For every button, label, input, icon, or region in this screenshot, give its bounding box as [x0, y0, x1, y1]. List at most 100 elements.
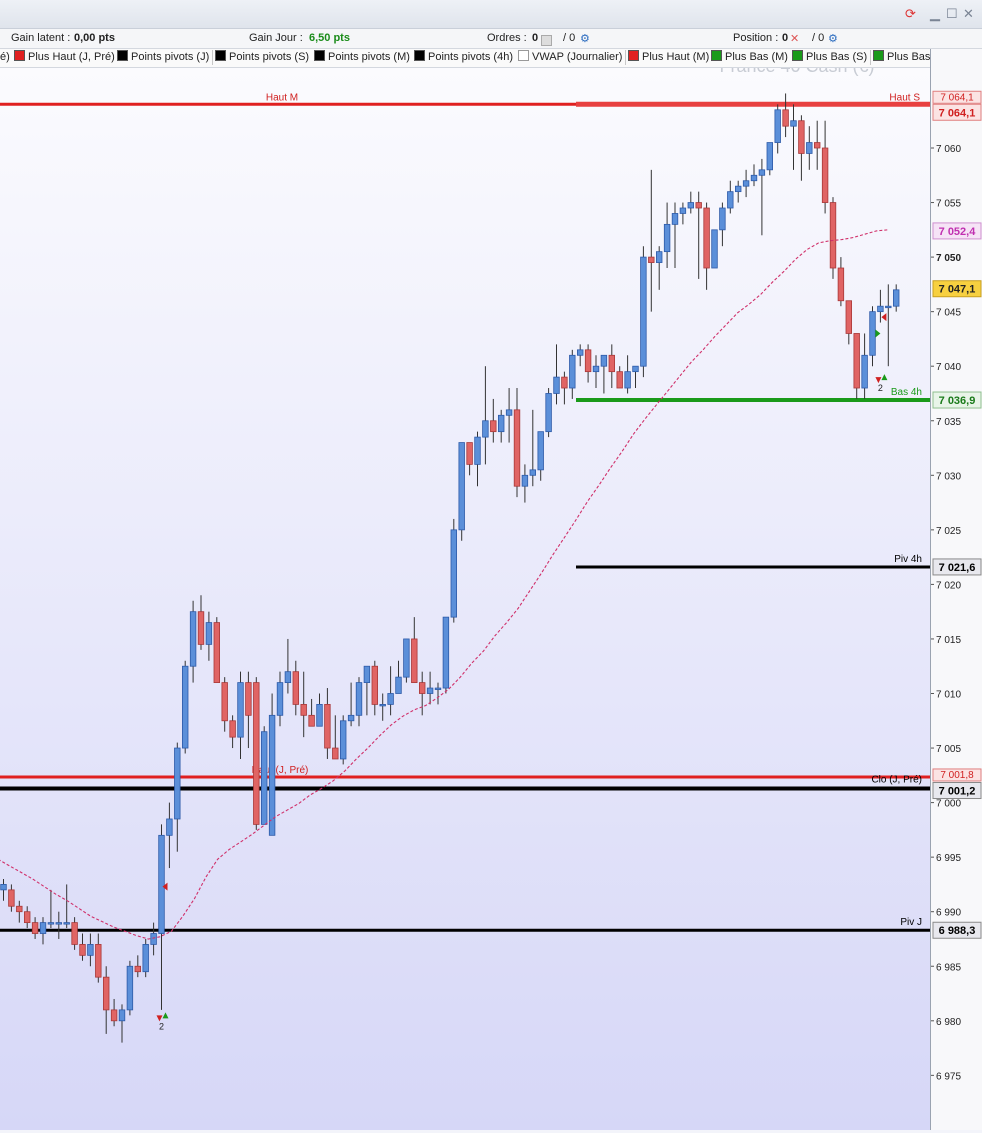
candle-body [577, 349, 584, 356]
candle [142, 938, 149, 978]
axis-tick-label: 7 020 [936, 580, 961, 591]
candle-body [790, 120, 797, 127]
refresh-swap-icon[interactable]: ⟳ [905, 6, 916, 21]
legend-item-points-pivots-m[interactable]: Points pivots (M) [312, 50, 414, 65]
candle-body [695, 202, 702, 209]
legend-item-points-pivots-4h[interactable]: Points pivots (4h) [412, 50, 517, 65]
candle [8, 884, 15, 912]
level-label-bas-4h: Bas 4h [891, 387, 922, 398]
candle [798, 115, 805, 181]
level-label-piv-4h: Piv 4h [894, 554, 922, 565]
candle-body [31, 922, 39, 934]
ordres-settings-icon[interactable]: ⚙ [580, 33, 590, 45]
marker-count-label: 2 [159, 1021, 164, 1031]
candle [608, 344, 615, 389]
legend-item-plus-bas-m[interactable]: Plus Bas (M) [709, 50, 792, 65]
candle [237, 671, 244, 759]
candle-body [521, 474, 529, 487]
candle [766, 142, 773, 176]
candle-body [608, 354, 615, 373]
legend-item-vwap[interactable]: VWAP (Journalier) [516, 50, 627, 65]
candle [23, 906, 31, 929]
legend-item-plus-bas-s[interactable]: Plus Bas (S) [790, 50, 872, 65]
candle [877, 289, 884, 323]
candle-body [663, 223, 671, 253]
piv-4h-tag [932, 558, 982, 576]
candle [624, 355, 631, 394]
close-icon[interactable]: ✕ [963, 6, 974, 21]
price-axis[interactable]: 7 060 7 055 7 050 7 045 7 040 7 035 7 030 7 025… [930, 49, 982, 1130]
candle [861, 333, 868, 399]
candle [63, 884, 70, 929]
candle-body [95, 944, 102, 978]
candle-body [845, 300, 852, 334]
candle [458, 442, 465, 541]
legend-item-plus-bas[interactable]: Plus Bas [871, 50, 930, 65]
legend-item-points-pivots-s[interactable]: Points pivots (S) [213, 50, 314, 65]
candle-body [23, 911, 31, 924]
candle [577, 344, 584, 367]
candle [95, 933, 102, 983]
candlestick-chart[interactable]: France 40 Cash (€) Haut M Haut S Bas 4h Piv … [0, 56, 930, 1130]
candle-body [332, 747, 339, 760]
candle [663, 202, 671, 269]
candle [229, 715, 236, 749]
candle [292, 660, 299, 716]
candle [55, 911, 62, 939]
candle [671, 202, 679, 269]
candle-body [885, 305, 892, 309]
legend-swatch [628, 50, 639, 61]
minimize-icon[interactable]: ▁ [930, 6, 940, 21]
candle-body [853, 333, 860, 389]
candle-body [719, 207, 726, 231]
legend-swatch [14, 50, 25, 61]
candle-body [671, 213, 679, 225]
legend-swatch [792, 50, 803, 61]
candle-body [537, 431, 544, 471]
candle [584, 344, 592, 383]
candle-body [55, 922, 62, 925]
ordres-value: 0 [532, 32, 539, 44]
candle [648, 169, 655, 312]
candle [632, 365, 639, 389]
chart-plot-area[interactable]: France 40 Cash (€) Haut M Haut S Bas 4h Piv … [0, 56, 930, 1130]
candle [363, 665, 371, 716]
candle [16, 900, 23, 923]
candle-body [497, 414, 505, 433]
candle [885, 284, 892, 367]
candle [118, 1004, 126, 1043]
candle-body [821, 147, 829, 203]
maximize-icon[interactable]: ☐ [946, 6, 958, 21]
candle [782, 93, 789, 138]
candle-body [837, 267, 845, 302]
candle-body [308, 714, 315, 727]
legend-item-points-pivots-j[interactable]: Points pivots (J) [115, 50, 214, 65]
candle-body [339, 720, 347, 760]
bas-4h-tag-label: 7 036,9 [939, 395, 976, 407]
position-settings-icon[interactable]: ⚙ [828, 33, 838, 45]
candle [395, 660, 402, 694]
axis-tick-label: 6 975 [936, 1071, 961, 1082]
candle [600, 354, 608, 394]
axis-tick-label: 7 010 [936, 690, 961, 701]
candle [418, 671, 426, 716]
candle [166, 802, 173, 869]
candle [39, 917, 47, 945]
legend-item-plus-haut-j-pre[interactable]: Plus Haut (J, Pré) [12, 50, 119, 65]
candle-body [869, 311, 876, 356]
candle [742, 169, 750, 198]
exit-flag-marker [162, 882, 168, 891]
candle-body [513, 409, 521, 487]
candle [87, 933, 94, 967]
candle-body [782, 109, 789, 127]
legend-swatch [117, 50, 128, 61]
candle-body [8, 889, 15, 907]
legend-item-plus-haut-m[interactable]: Plus Haut (M) [626, 50, 714, 65]
candle [71, 917, 78, 950]
candle-body [624, 371, 631, 389]
candle-body [442, 616, 450, 689]
gain-jour-label: Gain Jour : [249, 32, 303, 44]
level-label-haut-s: Haut S [889, 92, 920, 103]
position-close-icon[interactable]: ✕ [790, 33, 800, 45]
candle [450, 518, 457, 623]
